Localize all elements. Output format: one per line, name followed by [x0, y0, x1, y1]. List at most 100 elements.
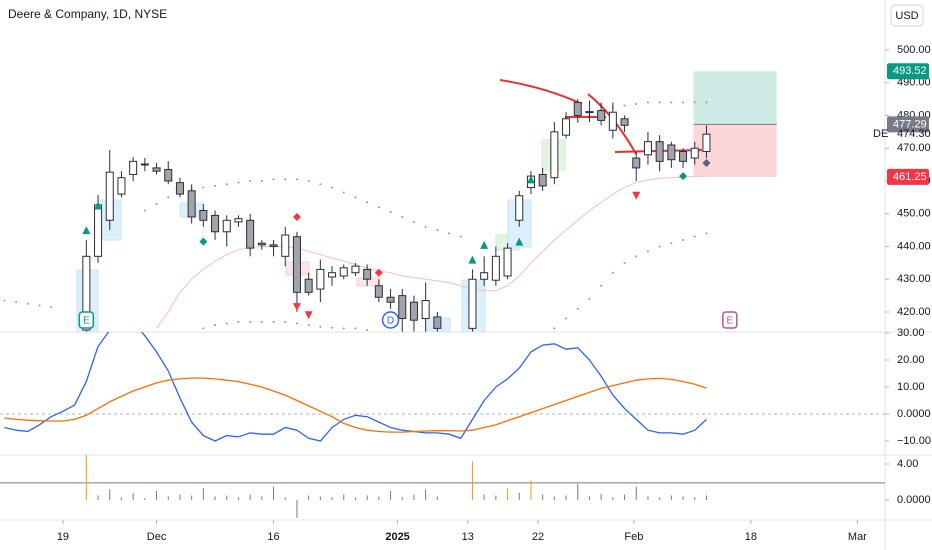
candle-body [515, 195, 524, 221]
band-dot [284, 320, 287, 323]
band-dot [143, 209, 146, 212]
currency[interactable]: USD [895, 10, 918, 22]
oscillator-line [4, 332, 707, 442]
candle-body [550, 131, 559, 179]
band-dot [401, 216, 404, 219]
candle-body [351, 265, 360, 274]
signal-marker [94, 201, 103, 210]
candle-body [363, 268, 372, 280]
candle-body [105, 171, 114, 221]
symbol-title: Deere & Company, 1D, NYSE [8, 7, 167, 21]
band-dot [354, 327, 357, 330]
signal-boxes [76, 139, 566, 332]
candle-body [398, 295, 407, 320]
band-dot [319, 183, 322, 186]
y-tick-label: 490.00 [897, 77, 931, 89]
band-dot [389, 211, 392, 214]
y-tick-label: 0.0000 [897, 408, 931, 420]
signal-marker [374, 268, 383, 277]
candle-body [643, 141, 652, 156]
signal-marker [468, 255, 477, 264]
y-tick-label: −10.00 [897, 435, 931, 447]
price-label: 493.52 [893, 65, 927, 77]
candle-body [269, 244, 278, 247]
y-tick-label: 30.00 [897, 327, 925, 339]
symbol-label: DE [873, 128, 888, 140]
candle-body [152, 167, 161, 172]
candle-body [328, 272, 337, 278]
signal-marker [515, 237, 524, 246]
candle-body [585, 111, 594, 114]
candle-body [608, 111, 617, 131]
candle-body [374, 285, 383, 298]
y-tick-label: 450.00 [897, 208, 931, 220]
band-dot [635, 103, 638, 106]
band-dot [705, 232, 708, 235]
band-dot [623, 104, 626, 107]
band-dot [623, 261, 626, 264]
band-dot [646, 250, 649, 253]
pane [3, 71, 777, 332]
band-dot [588, 297, 591, 300]
take-profit-zone [693, 71, 777, 125]
signal-marker [526, 175, 535, 184]
x-tick-label: 22 [532, 531, 544, 543]
x-tick-label: 18 [745, 531, 757, 543]
price-label-bg [887, 116, 929, 133]
event-badge [78, 311, 95, 329]
signal-marker [632, 191, 641, 200]
y-tick-label: 500.00 [897, 44, 931, 56]
band-dot [155, 202, 158, 205]
band-dot [366, 201, 369, 204]
band-dot [658, 245, 661, 248]
band-dot [202, 327, 205, 330]
band-dot [307, 324, 310, 327]
candle-body [667, 144, 676, 161]
y-tick-label: 0.0000 [897, 494, 931, 506]
signal-marker [702, 158, 711, 167]
band-dot [424, 225, 427, 228]
event-label: E [727, 316, 734, 327]
band-dot [237, 320, 240, 323]
candle-body [175, 182, 184, 195]
candle-body [281, 234, 290, 257]
signal-marker [292, 213, 301, 222]
price-label: 474.30 [897, 128, 931, 140]
band-dot [366, 329, 369, 332]
band-dot [260, 179, 263, 182]
event-label: E [83, 316, 90, 327]
y-tick-label: 430.00 [897, 273, 931, 285]
band-dot [705, 101, 708, 104]
x-tick-label: Feb [624, 531, 643, 543]
signal-marker [82, 226, 91, 235]
band-dot [459, 235, 462, 238]
band-dot [436, 229, 439, 232]
signal-marker [480, 240, 489, 249]
band-dot [3, 299, 6, 302]
x-tick-label: 19 [57, 531, 69, 543]
candle-body [257, 242, 266, 246]
candle-body [491, 255, 500, 281]
candle-body [409, 301, 418, 321]
band-dot [635, 255, 638, 258]
band-dot [646, 101, 649, 104]
currency-button[interactable] [890, 4, 924, 27]
band-dot [611, 271, 614, 274]
y-tick-label: 20.00 [897, 354, 925, 366]
y-tick-label: 470.00 [897, 142, 931, 154]
band-dot [342, 191, 345, 194]
band-dot [682, 101, 685, 104]
y-tick-label: 420.00 [897, 306, 931, 318]
candle-body [386, 296, 395, 303]
signal-marker [304, 311, 313, 320]
band-dot [295, 322, 298, 325]
price-label-bg [887, 168, 929, 185]
band-dot [377, 206, 380, 209]
band-dot [670, 242, 673, 245]
band-dot [658, 101, 661, 104]
band-dot [225, 322, 228, 325]
band-dot [553, 327, 556, 330]
oscillator-line [4, 377, 707, 433]
band-dot [225, 183, 228, 186]
band-dot [448, 232, 451, 235]
